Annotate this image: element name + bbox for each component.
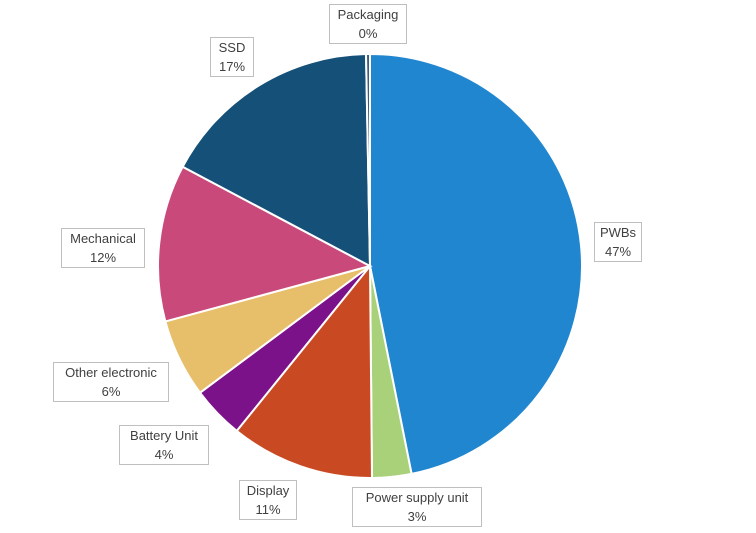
pie-slice-mechanical — [157, 165, 373, 323]
label-pwbs: PWBs 47% — [594, 222, 642, 262]
pie-slice-ssd — [181, 53, 372, 268]
pie-slice-pwbs — [369, 52, 583, 476]
pie-slice-packaging — [364, 52, 371, 267]
label-power-supply-unit: Power supply unit 3% — [352, 487, 482, 527]
pie-slice-display — [235, 263, 374, 479]
label-other-electronic: Other electronic 6% — [53, 362, 169, 402]
label-packaging: Packaging 0% — [329, 4, 407, 44]
label-mechanical: Mechanical 12% — [61, 228, 145, 268]
label-battery-unit: Battery Unit 4% — [119, 425, 209, 465]
label-display: Display 11% — [239, 480, 297, 520]
label-ssd: SSD 17% — [210, 37, 254, 77]
